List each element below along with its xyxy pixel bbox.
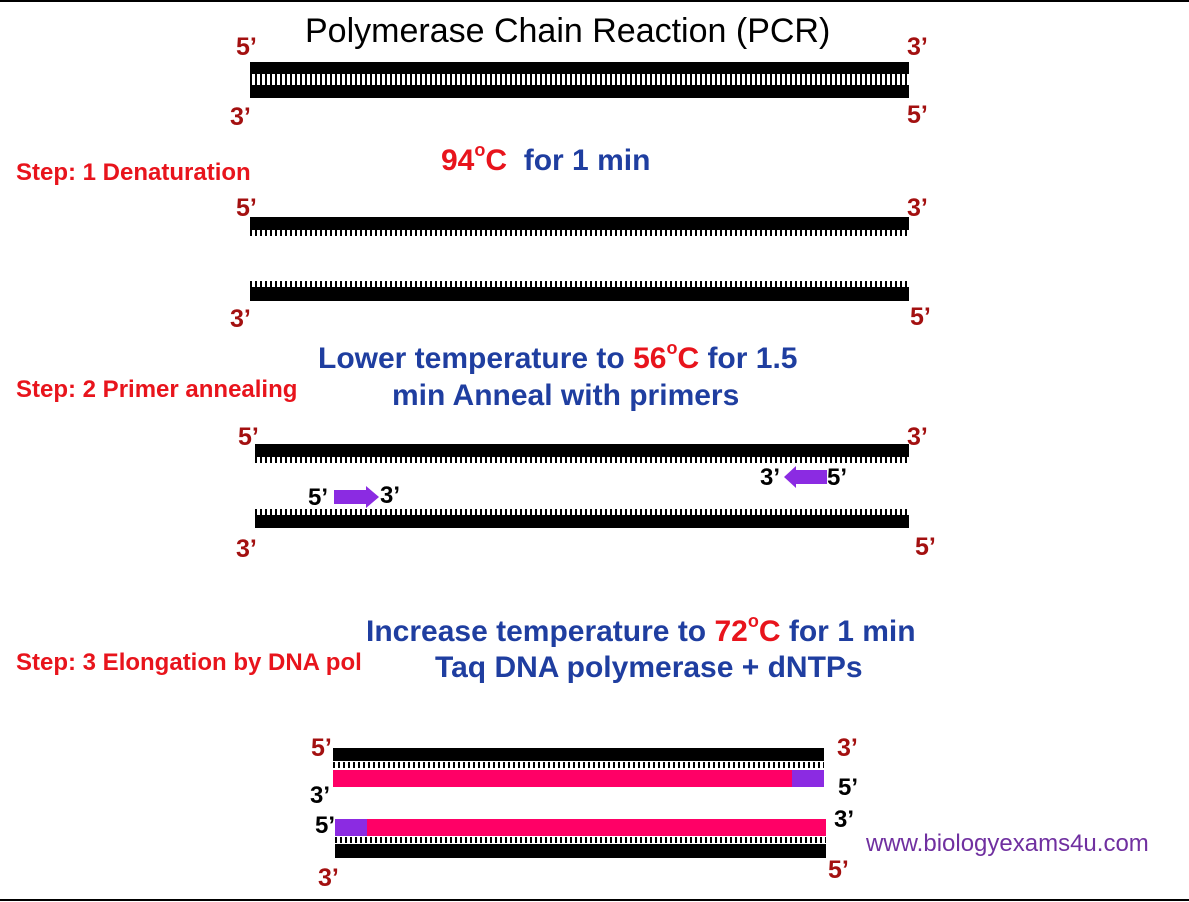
bottom-border xyxy=(0,899,1189,901)
base-pairs xyxy=(250,74,909,80)
condition-text: Increase temperature to xyxy=(366,615,715,648)
end-label-3prime: 3’ xyxy=(834,806,855,833)
end-label-5prime: 5’ xyxy=(828,856,849,884)
end-label-5prime: 5’ xyxy=(236,194,257,222)
primer-segment xyxy=(792,770,824,787)
temperature-unit: C xyxy=(485,144,508,177)
end-label-5prime: 5’ xyxy=(315,812,336,839)
temperature-value: 72 xyxy=(714,615,748,648)
template-strand-bottom xyxy=(255,515,909,528)
page-title: Polymerase Chain Reaction (PCR) xyxy=(305,12,831,50)
end-label-3prime: 3’ xyxy=(310,782,331,809)
end-label-5prime: 5’ xyxy=(236,33,257,61)
step-3-label: Step: 3 Elongation by DNA pol xyxy=(16,649,362,676)
condition-annealing-line1: Lower temperature to 56oC for 1.5 xyxy=(318,338,797,376)
primer-end-3prime: 3’ xyxy=(380,482,401,509)
end-label-5prime: 5’ xyxy=(838,774,859,801)
end-label-5prime: 5’ xyxy=(311,734,332,762)
reverse-primer-arrow xyxy=(784,466,827,488)
condition-text: Lower temperature to xyxy=(318,342,634,375)
degree-symbol: o xyxy=(747,611,759,631)
condition-duration: for 1.5 xyxy=(699,342,798,375)
end-label-3prime: 3’ xyxy=(318,864,339,892)
degree-symbol: o xyxy=(474,140,486,160)
forward-primer-arrow xyxy=(334,486,379,508)
degree-symbol: o xyxy=(666,338,678,358)
condition-duration: for 1 min xyxy=(523,144,651,177)
condition-duration: for 1 min xyxy=(780,615,916,648)
bases xyxy=(250,281,909,287)
end-label-3prime: 3’ xyxy=(230,305,251,333)
template-strand xyxy=(333,748,824,761)
temperature-value: 56 xyxy=(633,342,667,375)
primer-end-3prime: 3’ xyxy=(760,464,781,491)
temperature-value: 94 xyxy=(441,144,475,177)
end-label-5prime: 5’ xyxy=(907,101,928,129)
top-border xyxy=(0,0,1189,2)
condition-annealing-line2: min Anneal with primers xyxy=(392,379,740,412)
new-strand xyxy=(333,770,792,787)
end-label-5prime: 5’ xyxy=(238,423,259,451)
dna-strand-bottom xyxy=(250,85,909,98)
website-url: www.biologyexams4u.com xyxy=(866,830,1149,857)
dna-single-strand-bottom xyxy=(250,287,909,301)
temperature-unit: C xyxy=(758,615,781,648)
bases xyxy=(255,457,909,463)
primer-segment xyxy=(335,819,367,836)
end-label-3prime: 3’ xyxy=(907,194,928,222)
primer-end-5prime: 5’ xyxy=(308,484,329,511)
condition-elongation-line2: Taq DNA polymerase + dNTPs xyxy=(435,651,863,684)
dna-strand-top xyxy=(250,62,909,74)
end-label-3prime: 3’ xyxy=(837,734,858,762)
primer-end-5prime: 5’ xyxy=(827,464,848,491)
base-pairs xyxy=(250,79,909,85)
template-strand xyxy=(335,844,826,858)
end-label-3prime: 3’ xyxy=(907,423,928,451)
end-label-5prime: 5’ xyxy=(910,303,931,331)
condition-elongation-line1: Increase temperature to 72oC for 1 min xyxy=(366,611,916,649)
step-1-label: Step: 1 Denaturation xyxy=(16,159,251,186)
end-label-5prime: 5’ xyxy=(915,533,936,561)
end-label-3prime: 3’ xyxy=(907,33,928,61)
base-pairs xyxy=(333,762,824,768)
bases xyxy=(250,230,909,236)
step-2-label: Step: 2 Primer annealing xyxy=(16,376,298,403)
condition-denaturation: 94oC for 1 min xyxy=(441,140,650,178)
dna-single-strand-top xyxy=(250,217,909,230)
temperature-unit: C xyxy=(677,342,700,375)
base-pairs xyxy=(335,837,826,843)
template-strand-top xyxy=(255,444,909,457)
bases xyxy=(255,509,909,515)
end-label-3prime: 3’ xyxy=(236,535,257,563)
end-label-3prime: 3’ xyxy=(230,103,251,131)
new-strand xyxy=(367,819,826,836)
